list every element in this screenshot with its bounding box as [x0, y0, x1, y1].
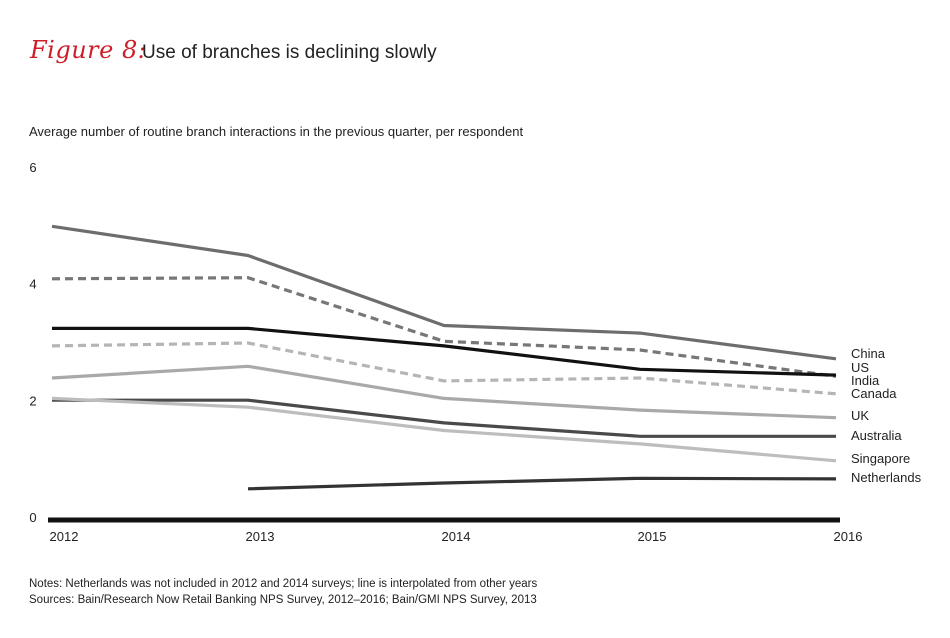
series-line-singapore: [51, 396, 837, 463]
series-label-us: US: [851, 360, 869, 375]
series-line-netherlands: [247, 476, 837, 491]
series-label-india: India: [851, 373, 880, 388]
series-line-india: [52, 326, 837, 377]
series-line-china: [51, 224, 837, 361]
y-tick-label: 4: [29, 277, 36, 292]
series-line-us: [51, 276, 837, 378]
series-label-uk: UK: [851, 408, 869, 423]
sources-line: Sources: Bain/Research Now Retail Bankin…: [29, 594, 537, 606]
chart-notes: Notes: Netherlands was not included in 2…: [29, 576, 537, 608]
series-label-canada: Canada: [851, 386, 897, 401]
y-tick-label: 2: [29, 393, 36, 408]
series-label-singapore: Singapore: [851, 451, 910, 466]
series-label-china: China: [851, 346, 886, 361]
x-tick-label: 2012: [50, 529, 79, 544]
series-line-canada: [51, 341, 837, 396]
series-label-australia: Australia: [851, 428, 902, 443]
series-label-netherlands: Netherlands: [851, 470, 922, 485]
y-axis-label: Average number of routine branch interac…: [29, 124, 524, 139]
notes-line: Notes: Netherlands was not included in 2…: [29, 578, 538, 590]
y-tick-label: 6: [29, 160, 36, 175]
series-line-australia: [52, 398, 836, 438]
x-tick-label: 2016: [834, 529, 863, 544]
x-tick-label: 2014: [442, 529, 471, 544]
x-tick-label: 2013: [246, 529, 275, 544]
figure-label: Figure 8:: [30, 36, 147, 64]
chart-title: Use of branches is declining slowly: [142, 42, 437, 63]
y-tick-label: 0: [29, 510, 36, 525]
x-tick-label: 2015: [638, 529, 667, 544]
series-line-uk: [51, 364, 837, 420]
